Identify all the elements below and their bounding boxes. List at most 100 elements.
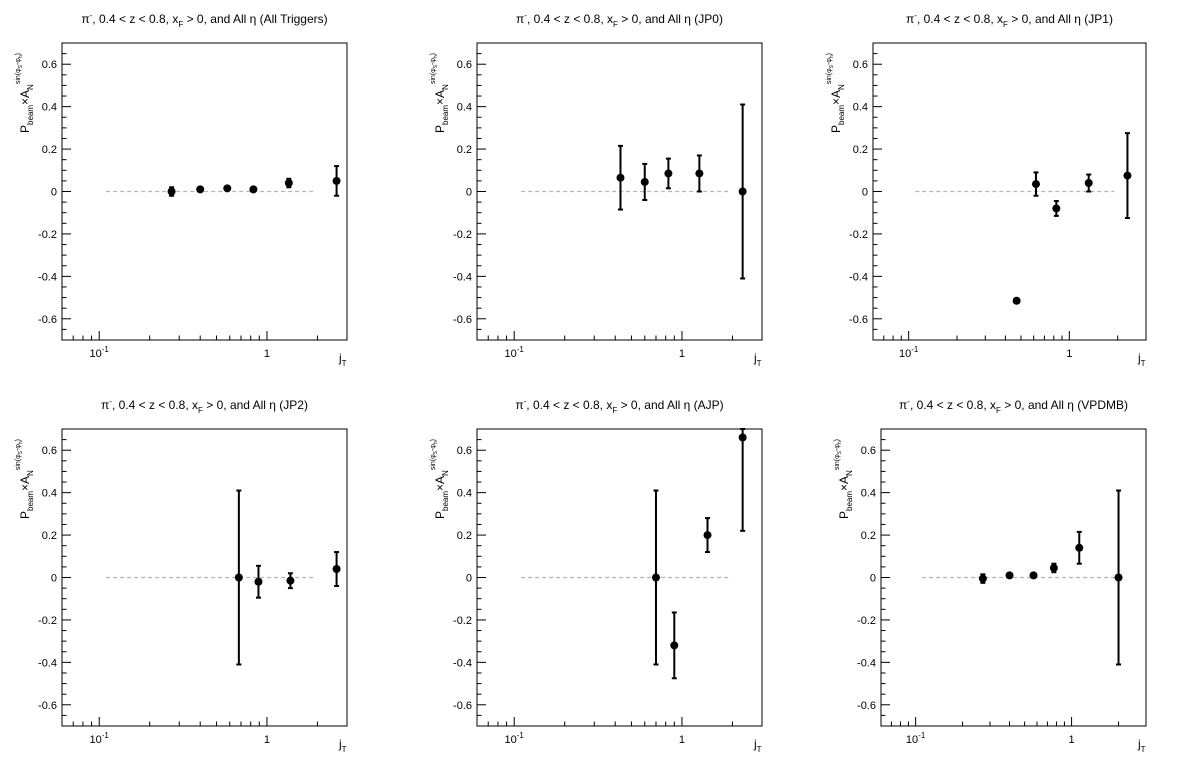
y-tick-label: 0.4 [42, 488, 57, 500]
data-point [286, 576, 295, 585]
x-axis-label: jT [338, 351, 347, 368]
data-point [1084, 179, 1093, 188]
y-tick-label: -0.4 [453, 657, 472, 669]
data-point [616, 173, 625, 182]
data-point [703, 531, 712, 540]
y-axis-label: Pbeam×ANsin(φS-φh) [430, 439, 450, 519]
y-tick-label: 0.4 [853, 102, 868, 114]
y-tick-label: 0.4 [457, 488, 472, 500]
x-axis-label: jT [753, 351, 762, 368]
x-tick-label: 10-1 [906, 731, 926, 746]
data-point [1029, 571, 1038, 580]
y-tick-label: 0 [51, 187, 57, 199]
y-tick-label: 0.2 [853, 144, 868, 156]
chart-title: π-, 0.4 < z < 0.8, xF > 0, and All η (JP… [906, 11, 1113, 29]
y-tick-label: -0.4 [849, 271, 868, 283]
x-tick-label: 1 [264, 734, 270, 746]
y-tick-label: 0 [870, 573, 876, 585]
data-point [670, 641, 679, 650]
data-point [1052, 204, 1061, 213]
data-point [738, 433, 747, 442]
y-axis-label: Pbeam×ANsin(φS-φh) [834, 439, 854, 519]
data-point [249, 185, 258, 194]
chart-panel: -0.6 -0.4 -0.2 0 0.2 0.4 0.6 10-1 1 jT Pbeam×ANsin… [430, 397, 763, 754]
data-point [1123, 171, 1132, 180]
x-tick-label: 10-1 [90, 731, 110, 746]
y-tick-label: -0.6 [38, 314, 57, 326]
y-tick-label: 0.6 [457, 59, 472, 71]
y-tick-label: -0.6 [453, 700, 472, 712]
y-tick-label: -0.2 [38, 229, 57, 241]
x-tick-label: 1 [679, 348, 685, 360]
x-tick-label: 10-1 [505, 345, 525, 360]
data-point [332, 565, 341, 574]
data-point [1012, 296, 1021, 305]
x-axis-label: jT [338, 737, 347, 754]
data-point [332, 176, 341, 185]
x-axis-label: jT [1137, 737, 1146, 754]
y-tick-label: -0.2 [453, 229, 472, 241]
y-tick-label: -0.2 [849, 229, 868, 241]
y-tick-label: 0.6 [457, 445, 472, 457]
y-tick-label: -0.2 [857, 615, 876, 627]
y-tick-label: -0.4 [857, 657, 876, 669]
chart-title: π-, 0.4 < z < 0.8, xF > 0, and All η (AJ… [515, 397, 723, 415]
x-tick-label: 1 [264, 348, 270, 360]
y-tick-label: 0.2 [457, 530, 472, 542]
y-tick-label: 0 [466, 187, 472, 199]
data-point [254, 577, 263, 586]
data-point [234, 573, 243, 582]
y-tick-label: 0.2 [861, 530, 876, 542]
y-tick-label: 0.2 [42, 144, 57, 156]
y-tick-label: -0.2 [38, 615, 57, 627]
data-point [1031, 180, 1040, 189]
y-tick-label: 0.6 [42, 59, 57, 71]
y-tick-label: -0.4 [38, 271, 57, 283]
y-axis-label: Pbeam×ANsin(φS-φh) [15, 53, 35, 133]
y-tick-label: 0.6 [853, 59, 868, 71]
x-tick-label: 10-1 [899, 345, 919, 360]
x-tick-label: 1 [1069, 734, 1075, 746]
y-tick-label: -0.6 [849, 314, 868, 326]
y-tick-label: -0.2 [453, 615, 472, 627]
chart-title: π-, 0.4 < z < 0.8, xF > 0, and All η (JP… [101, 397, 308, 415]
y-axis-label: Pbeam×ANsin(φS-φh) [826, 53, 846, 133]
y-axis-label: Pbeam×ANsin(φS-φh) [15, 439, 35, 519]
y-tick-label: 0 [51, 573, 57, 585]
y-tick-label: 0.2 [42, 530, 57, 542]
y-tick-label: 0.4 [861, 488, 876, 500]
chart-title: π-, 0.4 < z < 0.8, xF > 0, and All η (Al… [81, 11, 327, 29]
data-point [1114, 573, 1123, 582]
y-tick-label: -0.4 [453, 271, 472, 283]
x-tick-label: 10-1 [90, 345, 110, 360]
y-tick-label: 0 [466, 573, 472, 585]
y-tick-label: -0.6 [38, 700, 57, 712]
chart-panel: -0.6 -0.4 -0.2 0 0.2 0.4 0.6 10-1 1 jT Pbeam×ANsin… [15, 11, 348, 368]
y-tick-label: 0.4 [457, 102, 472, 114]
data-point [196, 185, 205, 194]
data-point [167, 187, 176, 196]
chart-panel: -0.6 -0.4 -0.2 0 0.2 0.4 0.6 10-1 1 jT Pbeam×ANsin… [430, 11, 763, 368]
chart-panel: -0.6 -0.4 -0.2 0 0.2 0.4 0.6 10-1 1 jT Pbeam×ANsin… [15, 397, 348, 754]
chart-title: π-, 0.4 < z < 0.8, xF > 0, and All η (VP… [899, 397, 1128, 415]
y-tick-label: 0.2 [457, 144, 472, 156]
y-axis-label: Pbeam×ANsin(φS-φh) [430, 53, 450, 133]
data-point [1049, 563, 1058, 572]
data-point [695, 169, 704, 178]
data-point [651, 573, 660, 582]
x-axis-label: jT [753, 737, 762, 754]
chart-panel: -0.6 -0.4 -0.2 0 0.2 0.4 0.6 10-1 1 jT Pbeam×ANsin… [834, 397, 1147, 754]
x-tick-label: 1 [679, 734, 685, 746]
x-tick-label: 1 [1066, 348, 1072, 360]
data-point [640, 177, 649, 186]
y-tick-label: -0.4 [38, 657, 57, 669]
data-point [664, 169, 673, 178]
data-point [284, 179, 293, 188]
x-axis-label: jT [1137, 351, 1146, 368]
data-point [1005, 571, 1014, 580]
y-tick-label: 0 [862, 187, 868, 199]
data-point [1075, 543, 1084, 552]
data-point [223, 184, 232, 193]
chart-panel: -0.6 -0.4 -0.2 0 0.2 0.4 0.6 10-1 1 jT Pbeam×ANsin… [826, 11, 1147, 368]
y-tick-label: 0.4 [42, 102, 57, 114]
